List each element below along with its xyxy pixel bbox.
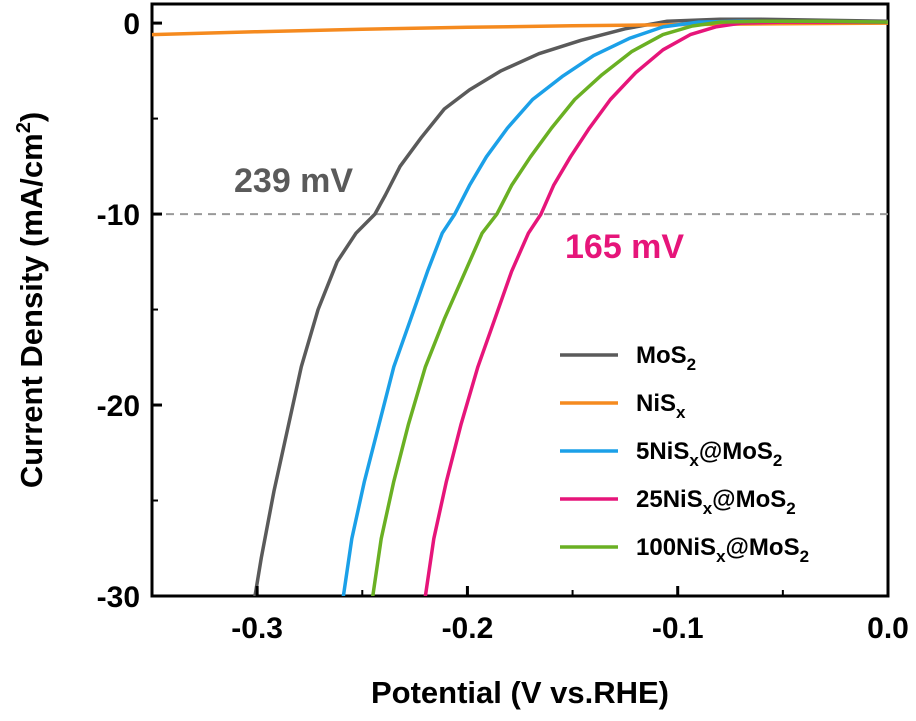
y-axis-title-main: Current Density (mA/cm [14,133,49,488]
legend: MoS2NiSx5NiSx@MoS225NiSx@MoS2100NiSx@MoS… [560,342,809,566]
legend-label-part: 2 [800,547,809,566]
x-axis-title: Potential (V vs.RHE) [371,675,669,710]
series-line-3 [423,20,888,596]
x-tick-label: -0.1 [652,612,704,645]
legend-label-part: @MoS [712,486,786,513]
legend-label: 100NiSx@MoS2 [636,534,809,566]
series-line-4 [371,19,888,596]
series-line-2 [341,19,888,596]
series-line-0 [253,17,888,596]
plot-area [150,2,890,598]
legend-label-part: x [716,547,726,566]
legend-label: 25NiSx@MoS2 [636,486,796,518]
annotation-165mv: 165 mV [565,228,684,266]
legend-label-part: NiS [636,390,676,417]
legend-label-part: x [689,451,699,470]
legend-label-part: @MoS [699,438,773,465]
legend-label: MoS2 [636,342,696,374]
legend-label-part: 2 [786,499,795,518]
legend-label-part: 5NiS [636,438,689,465]
y-tick-label: -10 [97,199,140,232]
legend-label-part: 2 [773,451,782,470]
axis-ticks: -0.3 -0.2 -0.1 0.0 0 -10 -20 -30 [97,8,909,645]
legend-label-part: @MoS [726,534,800,561]
x-tick-label: -0.3 [231,612,283,645]
legend-label-part: MoS [636,342,687,369]
annotation-239mv: 239 mV [234,162,353,200]
y-tick-label: -20 [97,390,140,423]
series-layer [152,17,888,596]
y-tick-label: -30 [97,581,140,614]
legend-label-part: x [676,403,686,422]
x-tick-label: -0.2 [442,612,494,645]
legend-label: 5NiSx@MoS2 [636,438,782,470]
y-axis-title-tail: ) [14,112,49,122]
legend-label: NiSx [636,390,686,422]
y-axis-title-sup: 2 [13,122,35,133]
legend-label-part: x [703,499,713,518]
legend-label-part: 100NiS [636,534,716,561]
x-tick-label: 0.0 [867,612,909,645]
legend-label-part: 25NiS [636,486,703,513]
legend-label-part: 2 [687,355,696,374]
y-axis-title: Current Density (mA/cm2) [13,112,49,488]
y-tick-label: 0 [123,8,140,41]
